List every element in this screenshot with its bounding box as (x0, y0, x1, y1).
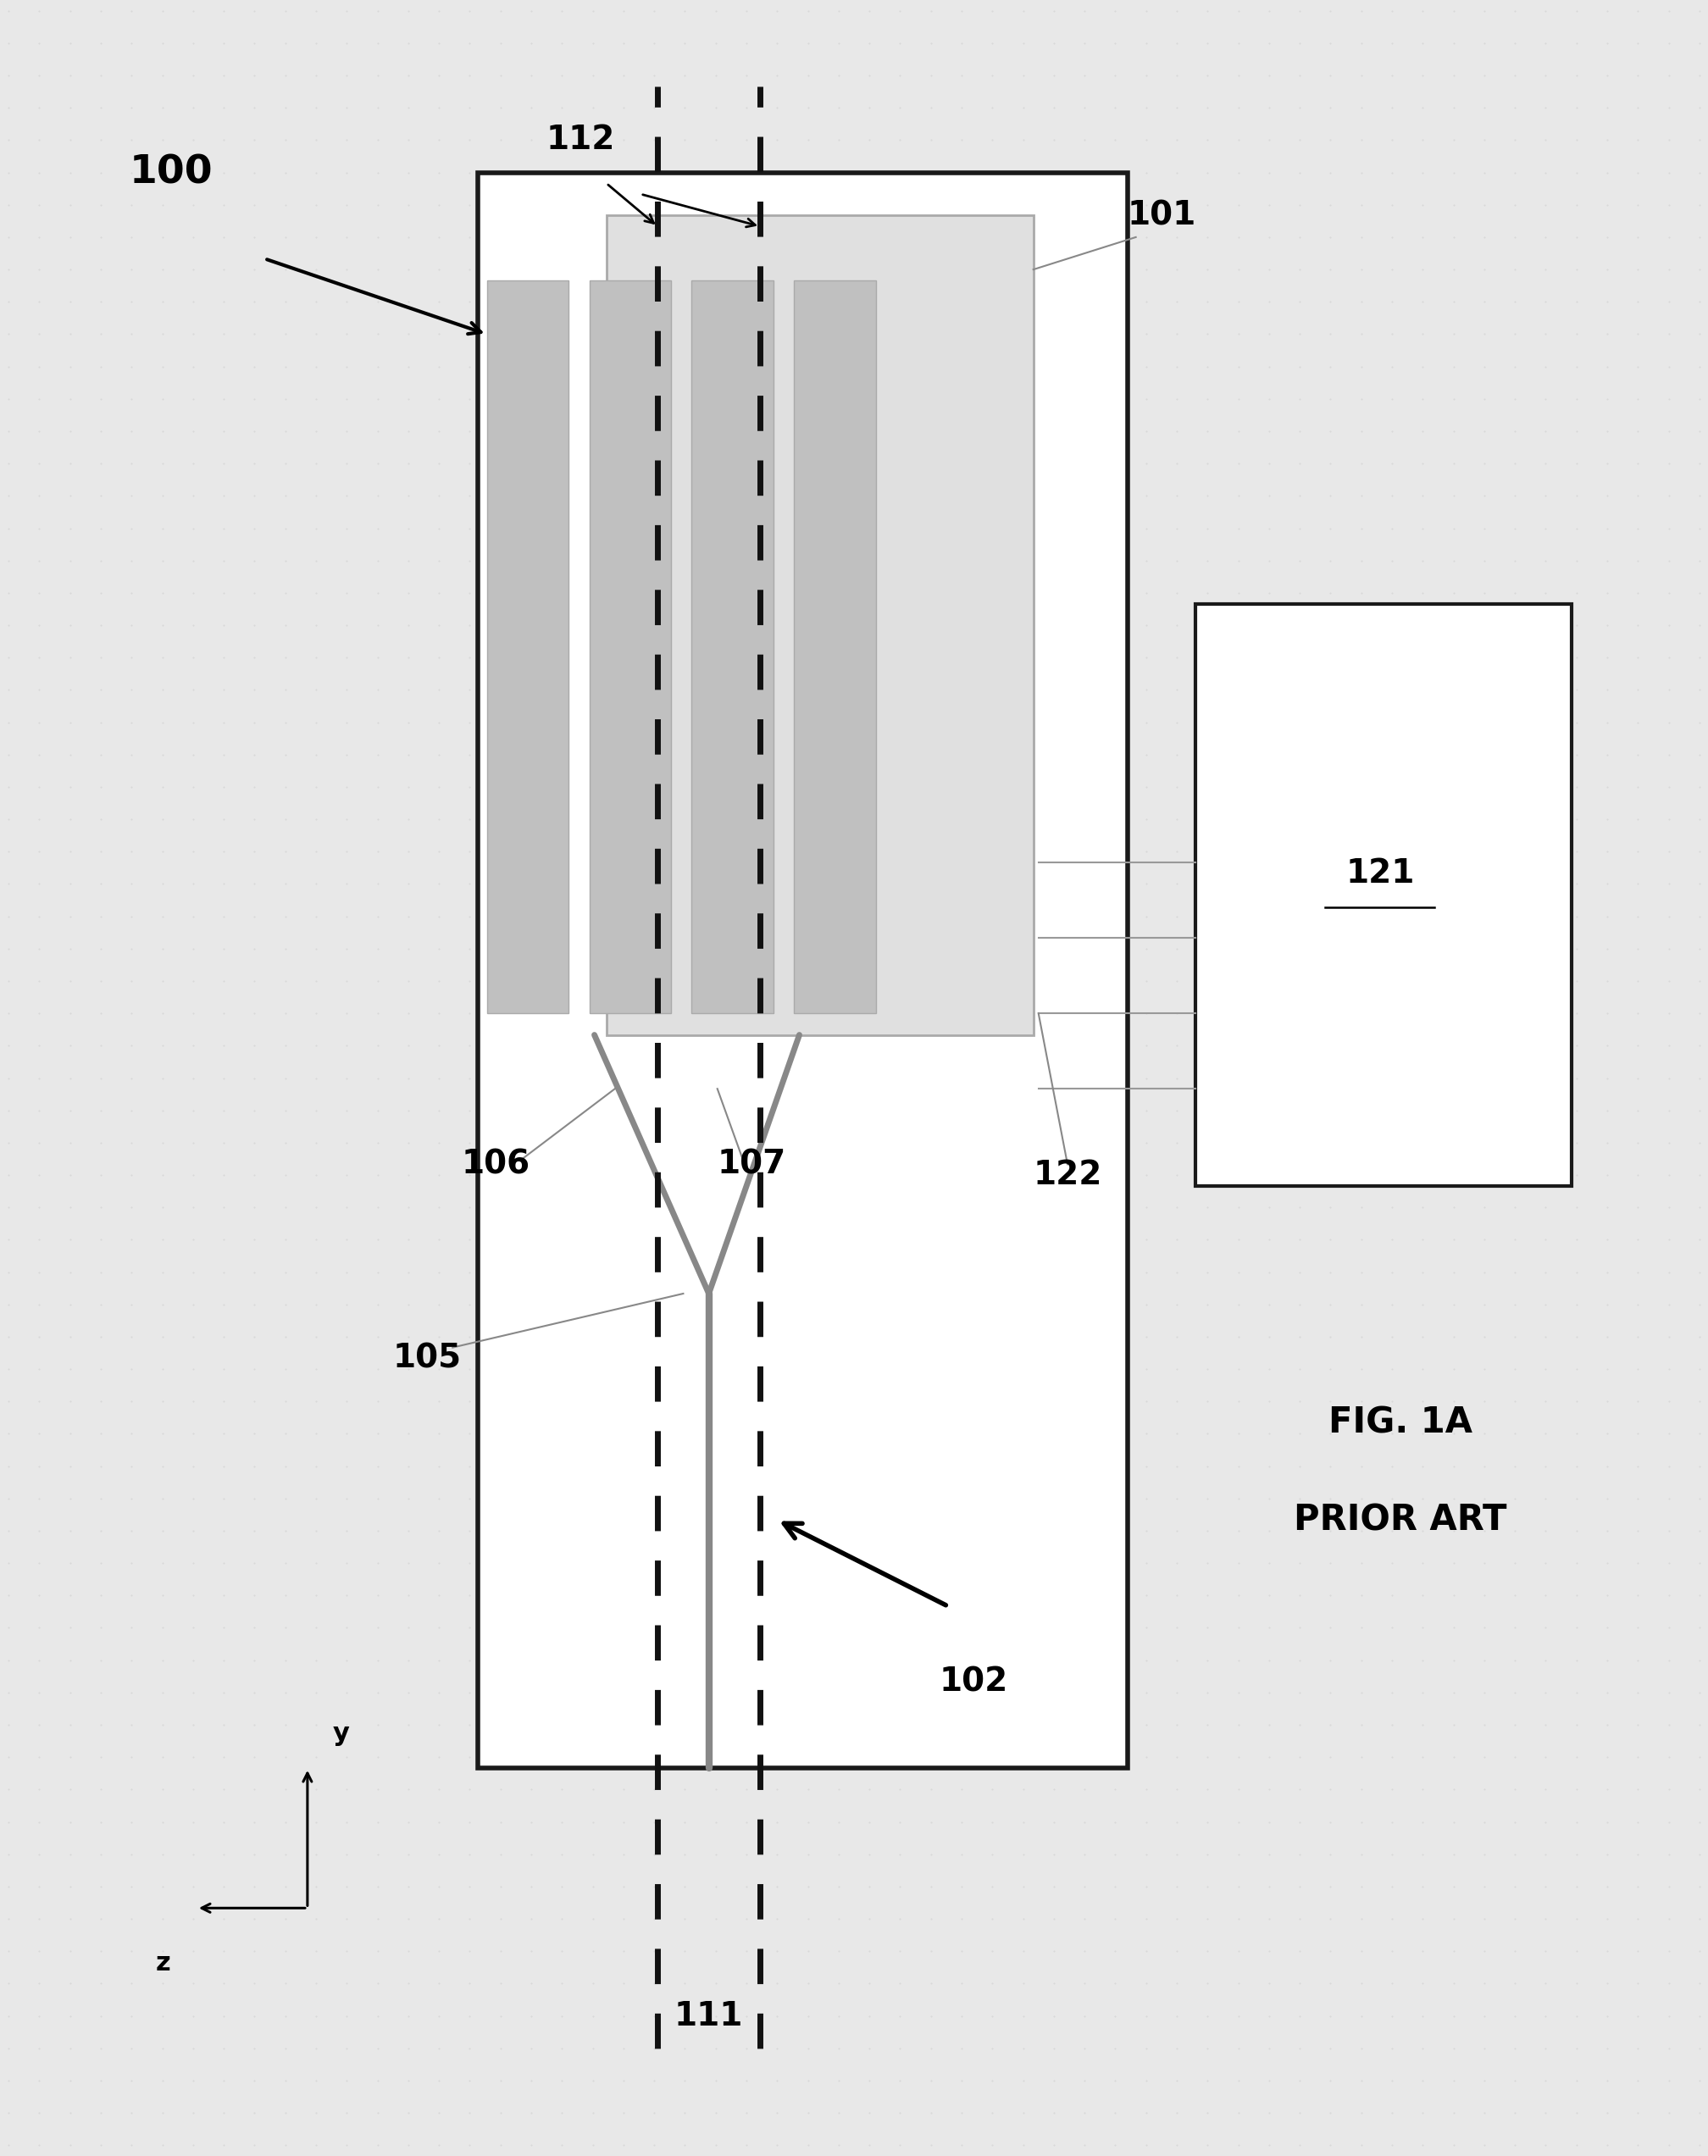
Text: PRIOR ART: PRIOR ART (1295, 1503, 1506, 1537)
Text: 102: 102 (939, 1667, 1008, 1697)
Text: 100: 100 (130, 153, 212, 192)
Text: 106: 106 (461, 1149, 529, 1179)
Text: y: y (333, 1723, 350, 1746)
Text: 105: 105 (393, 1343, 461, 1373)
Text: 121: 121 (1346, 858, 1414, 888)
Text: 101: 101 (1127, 201, 1196, 231)
Text: 107: 107 (717, 1149, 786, 1179)
Bar (692, 280, 774, 1013)
Bar (1196, 604, 1571, 1186)
Text: 112: 112 (547, 125, 615, 155)
Text: FIG. 1A: FIG. 1A (1329, 1406, 1472, 1440)
Text: z: z (155, 1951, 171, 1975)
Bar (487, 280, 569, 1013)
Text: 111: 111 (675, 2001, 743, 2031)
Bar (606, 216, 1033, 1035)
Bar (478, 172, 1127, 1768)
Bar (794, 280, 876, 1013)
Bar (589, 280, 671, 1013)
Text: 122: 122 (1033, 1160, 1102, 1190)
